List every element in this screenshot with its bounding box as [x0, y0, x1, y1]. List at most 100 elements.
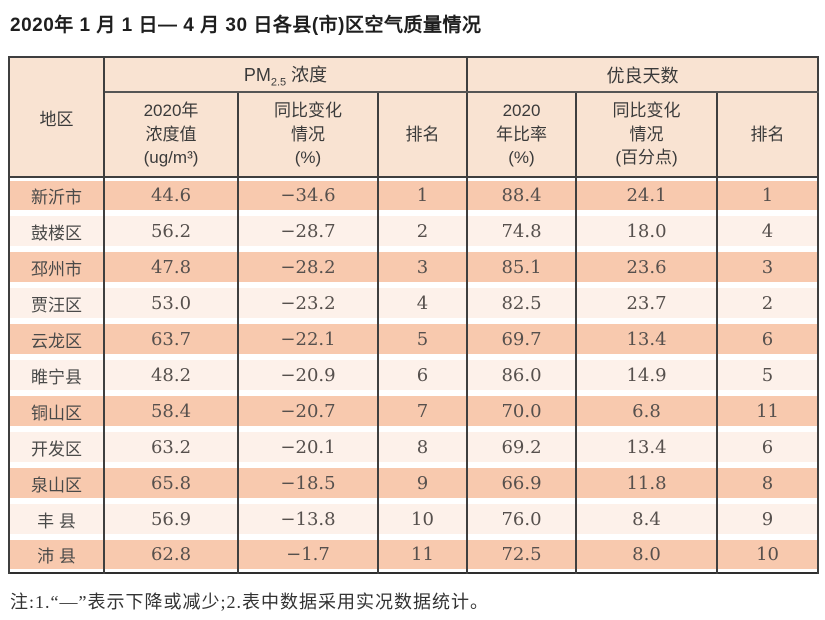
- days-change-cell: 13.4: [575, 321, 718, 357]
- pm-rank-cell: 11: [377, 537, 468, 573]
- days-rank-cell: 11: [715, 393, 820, 429]
- pm-value-cell: 63.2: [103, 429, 239, 465]
- table-row: 云龙区 63.7 −22.1 5 69.7 13.4 6: [8, 321, 820, 357]
- pm-change-cell: −34.6: [237, 177, 379, 213]
- pm-value-cell: 65.8: [103, 465, 239, 501]
- days-rank-cell: 4: [715, 213, 820, 249]
- region-cell: 沛 县: [8, 537, 105, 573]
- table-row: 铜山区 58.4 −20.7 7 70.0 6.8 11: [8, 393, 820, 429]
- region-cell: 丰 县: [8, 501, 105, 537]
- good-days-group-header: 优良天数: [465, 56, 820, 93]
- days-rank-cell: 8: [715, 465, 820, 501]
- pm-change-cell: −22.1: [237, 321, 379, 357]
- days-rate-cell: 66.9: [466, 465, 577, 501]
- pm-value-cell: 44.6: [103, 177, 239, 213]
- column-header-region: 地区: [8, 56, 105, 178]
- days-change-cell: 11.8: [575, 465, 718, 501]
- days-rate-cell: 69.7: [466, 321, 577, 357]
- table-row: 贾汪区 53.0 −23.2 4 82.5 23.7 2: [8, 285, 820, 321]
- region-cell: 泉山区: [8, 465, 105, 501]
- pm-value-cell: 56.9: [103, 501, 239, 537]
- days-rate-cell: 72.5: [466, 537, 577, 573]
- days-rate-cell: 74.8: [466, 213, 577, 249]
- days-rank-cell: 10: [715, 537, 820, 573]
- pm-rank-cell: 3: [377, 249, 468, 285]
- days-change-cell: 23.7: [575, 285, 718, 321]
- days-change-cell: 18.0: [575, 213, 718, 249]
- pm-rank-cell: 5: [377, 321, 468, 357]
- pm-concentration-label: 浓度: [286, 64, 328, 85]
- region-cell: 铜山区: [8, 393, 105, 429]
- pm-subscript: 2.5: [270, 76, 287, 89]
- table-sub-header-row: 2020年 浓度值 (ug/m³) 同比变化 情况 (%) 排名 2020 年比…: [9, 91, 820, 178]
- column-header-days-rank: 排名: [715, 91, 820, 178]
- pm-value-cell: 58.4: [103, 393, 239, 429]
- days-rank-cell: 5: [715, 357, 820, 393]
- table-row: 新沂市 44.6 −34.6 1 88.4 24.1 1: [8, 177, 820, 213]
- days-change-cell: 24.1: [575, 177, 718, 213]
- pm-change-cell: −18.5: [237, 465, 379, 501]
- days-rate-cell: 88.4: [466, 177, 577, 213]
- days-change-cell: 14.9: [575, 357, 718, 393]
- region-cell: 鼓楼区: [8, 213, 105, 249]
- pm-change-cell: −28.2: [237, 249, 379, 285]
- pm-value-cell: 62.8: [103, 537, 239, 573]
- pm-value-cell: 56.2: [103, 213, 239, 249]
- pm-rank-cell: 10: [377, 501, 468, 537]
- region-cell: 贾汪区: [8, 285, 105, 321]
- pm-rank-cell: 8: [377, 429, 468, 465]
- days-rank-cell: 6: [715, 321, 820, 357]
- region-cell: 邳州市: [8, 249, 105, 285]
- pm-change-cell: −20.7: [237, 393, 379, 429]
- region-cell: 睢宁县: [8, 357, 105, 393]
- footnote: 注:1.“—”表示下降或减少;2.表中数据采用实况数据统计。: [10, 592, 489, 612]
- table-row: 泉山区 65.8 −18.5 9 66.9 11.8 8: [8, 465, 820, 501]
- days-rank-cell: 6: [715, 429, 820, 465]
- column-header-pm-value: 2020年 浓度值 (ug/m³): [103, 91, 239, 178]
- days-rank-cell: 1: [715, 177, 820, 213]
- days-change-cell: 6.8: [575, 393, 718, 429]
- pm-value-cell: 63.7: [103, 321, 239, 357]
- days-rate-cell: 69.2: [466, 429, 577, 465]
- pm-rank-cell: 6: [377, 357, 468, 393]
- days-rate-cell: 70.0: [466, 393, 577, 429]
- days-rank-cell: 3: [715, 249, 820, 285]
- pm-rank-cell: 2: [377, 213, 468, 249]
- days-change-cell: 8.4: [575, 501, 718, 537]
- pm-change-cell: −23.2: [237, 285, 379, 321]
- region-cell: 开发区: [8, 429, 105, 465]
- pm-change-cell: −20.1: [237, 429, 379, 465]
- table-row: 开发区 63.2 −20.1 8 69.2 13.4 6: [8, 429, 820, 465]
- pm-rank-cell: 9: [377, 465, 468, 501]
- pm-value-cell: 48.2: [103, 357, 239, 393]
- table-row: 丰 县 56.9 −13.8 10 76.0 8.4 9: [8, 501, 820, 537]
- pm-value-cell: 47.8: [103, 249, 239, 285]
- pm-change-cell: −28.7: [237, 213, 379, 249]
- days-change-cell: 13.4: [575, 429, 718, 465]
- days-rate-cell: 76.0: [466, 501, 577, 537]
- air-quality-table: 地区 PM2.5 浓度 优良天数 2020年 浓度值 (ug/m³) 同比变化 …: [8, 56, 820, 574]
- pm-rank-cell: 7: [377, 393, 468, 429]
- days-rate-cell: 82.5: [466, 285, 577, 321]
- days-change-cell: 23.6: [575, 249, 718, 285]
- pm-value-cell: 53.0: [103, 285, 239, 321]
- pm25-group-header: PM2.5 浓度: [103, 56, 468, 93]
- table-row: 邳州市 47.8 −28.2 3 85.1 23.6 3: [8, 249, 820, 285]
- pm-rank-cell: 1: [377, 177, 468, 213]
- column-header-days-rate: 2020 年比率 (%): [466, 91, 577, 178]
- table-group-header-row: 地区 PM2.5 浓度 优良天数: [8, 56, 820, 178]
- pm-change-cell: −13.8: [237, 501, 379, 537]
- table-row: 鼓楼区 56.2 −28.7 2 74.8 18.0 4: [8, 213, 820, 249]
- table-row: 睢宁县 48.2 −20.9 6 86.0 14.9 5: [8, 357, 820, 393]
- days-rate-cell: 86.0: [466, 357, 577, 393]
- days-change-cell: 8.0: [575, 537, 718, 573]
- days-rank-cell: 2: [715, 285, 820, 321]
- region-cell: 云龙区: [8, 321, 105, 357]
- column-header-pm-rank: 排名: [377, 91, 468, 178]
- column-header-days-change: 同比变化 情况 (百分点): [575, 91, 718, 178]
- days-rank-cell: 9: [715, 501, 820, 537]
- pm-rank-cell: 4: [377, 285, 468, 321]
- table-row: 沛 县 62.8 −1.7 11 72.5 8.0 10: [8, 537, 820, 573]
- pm-label: PM: [243, 64, 271, 85]
